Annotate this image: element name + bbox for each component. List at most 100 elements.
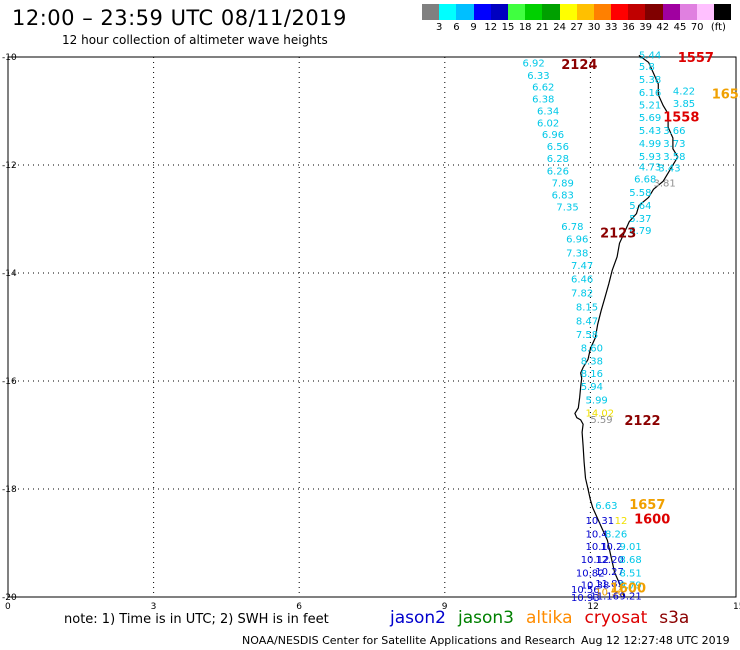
wave-height-label: 8.15: [576, 302, 598, 313]
wave-height-label: 5.93: [639, 152, 661, 163]
wave-height-label: 6.63: [595, 501, 617, 512]
legend-tick-label: 12: [484, 22, 498, 33]
legend-tick-label: 45: [673, 22, 687, 33]
legend-swatch: [422, 4, 440, 20]
legend-tick-label: 21: [536, 22, 549, 33]
wave-height-label: 10.2: [600, 542, 622, 553]
wave-height-label: 7.82: [571, 288, 593, 299]
wave-height-label: 5.44: [639, 50, 661, 61]
wave-height-label: 3.81: [653, 178, 675, 189]
footer-timestamp: Aug 12 12:27:48 UTC 2019: [581, 634, 730, 647]
pass-time-labels: 212415571655155821232122165716001600: [561, 51, 740, 596]
coastline: [574, 54, 679, 598]
x-axis-labels: 0 3 6 9 12 15: [5, 602, 740, 612]
x-axis-label: 3: [151, 602, 157, 612]
legend-tick-label: 3: [436, 22, 443, 33]
x-axis-label: 15: [733, 602, 740, 612]
pass-time-label: 2123: [600, 227, 636, 242]
wave-height-label: 7.89: [552, 178, 574, 189]
wave-height-label: 6.56: [547, 142, 569, 153]
wave-height-label: 5.99: [586, 395, 608, 406]
wave-height-label: 6.96: [542, 130, 564, 141]
legend-tick-label: 39: [639, 22, 652, 33]
wave-height-label: 5.69: [639, 113, 661, 124]
wave-height-label: 5.59: [590, 415, 612, 426]
legend-swatch: [576, 4, 594, 20]
wave-height-label: 12.20: [595, 555, 624, 566]
wave-height-label: 8.16: [581, 369, 603, 380]
wave-height-label: 10.56: [595, 588, 624, 599]
legend-swatch: [679, 4, 697, 20]
satellite-s3a: s3a: [659, 608, 690, 628]
y-axis-label: -14: [2, 269, 17, 279]
wave-height-label: 3.58: [663, 152, 685, 163]
page-subtitle: 12 hour collection of altimeter wave hei…: [62, 33, 328, 47]
wave-height-label: 4.99: [639, 139, 661, 150]
legend-swatch: [611, 4, 629, 20]
wave-height-label: 6.46: [571, 274, 593, 285]
legend-tick-label: 33: [604, 22, 618, 33]
footer-organization: NOAA/NESDIS Center for Satellite Applica…: [242, 634, 576, 647]
wave-height-label: 10.4: [586, 529, 608, 540]
y-axis-label: -18: [2, 485, 17, 495]
wave-height-label: 9.01: [620, 542, 642, 553]
legend-swatch: [507, 4, 526, 20]
x-axis-label: 9: [442, 602, 448, 612]
wave-height-label: 10.82: [576, 569, 605, 580]
color-legend: [422, 4, 732, 20]
wave-height-label: 3.43: [658, 164, 680, 175]
footer-note: note: 1) Time is in UTC; 2) SWH is in fe…: [64, 612, 329, 627]
wave-height-label: 8.51: [620, 569, 642, 580]
wave-height-labels: 6.926.336.626.386.346.026.966.566.286.26…: [522, 50, 695, 604]
wave-height-label: 9.21: [620, 591, 642, 602]
wave-height-label: 9.79: [620, 581, 642, 592]
legend-swatch: [628, 4, 646, 20]
wave-height-label: 3.85: [673, 99, 695, 110]
legend-tick-label: 42: [656, 22, 670, 33]
legend-swatch: [645, 4, 663, 20]
y-axis-label: -10: [2, 53, 17, 63]
legend-tick-label: 9: [470, 22, 477, 33]
satellite-legend: jason2 jason3 altika cryosat s3a: [390, 608, 689, 628]
wave-height-label: 10.27: [595, 567, 624, 578]
satellite-jason2: jason2: [390, 608, 446, 628]
legend-tick-label: 6: [453, 22, 460, 33]
pass-time-label: 1558: [663, 110, 699, 125]
legend-swatch: [593, 4, 612, 20]
page-title: 12:00 – 23:59 UTC 08/11/2019: [12, 6, 347, 30]
wave-height-label: 7.58: [576, 330, 598, 341]
legend-swatch: [662, 4, 680, 20]
wave-height-label: 6.28: [547, 154, 569, 165]
pass-time-label: 1655: [712, 88, 740, 103]
y-axis-label: -20: [2, 593, 17, 603]
wave-height-label: 11.16: [590, 591, 619, 602]
wave-height-label: 8.26: [605, 529, 627, 540]
wave-height-label: 6.62: [532, 83, 554, 94]
legend-tick-label: 27: [570, 22, 584, 33]
wave-height-label: 5.64: [629, 201, 651, 212]
satellite-cryosat: cryosat: [584, 608, 648, 628]
wave-height-label: 10.12: [581, 555, 610, 566]
wave-height-label: 7.47: [571, 261, 593, 272]
legend-unit: (ft): [710, 22, 726, 33]
wave-height-label: 10.93: [571, 593, 600, 604]
wave-height-label: 6.68: [634, 175, 656, 186]
wave-height-label: 6.92: [522, 58, 544, 69]
plot-area: [7, 56, 737, 598]
wave-height-label: 5.58: [629, 188, 651, 199]
wave-height-label: 7.35: [556, 203, 578, 214]
legend-ticks: 3 6 9 12 15 18 21 24 27 30 33 36 39 42 45 70 (ft): [422, 22, 740, 34]
x-axis-label: 6: [296, 602, 302, 612]
legend-swatch: [490, 4, 508, 20]
wave-height-label: 5.21: [639, 101, 661, 112]
legend-swatch: [456, 4, 474, 20]
legend-swatch: [439, 4, 457, 20]
wave-height-label: 8.47: [576, 317, 598, 328]
x-axis-label: 12: [587, 602, 598, 612]
legend-swatch: [473, 4, 491, 20]
legend-tick-label: 36: [622, 22, 635, 33]
y-axis-label: -12: [2, 161, 17, 171]
wave-height-label: 5.94: [581, 382, 603, 393]
grid-lines: [8, 57, 736, 597]
wave-height-label: 6.79: [629, 226, 651, 237]
